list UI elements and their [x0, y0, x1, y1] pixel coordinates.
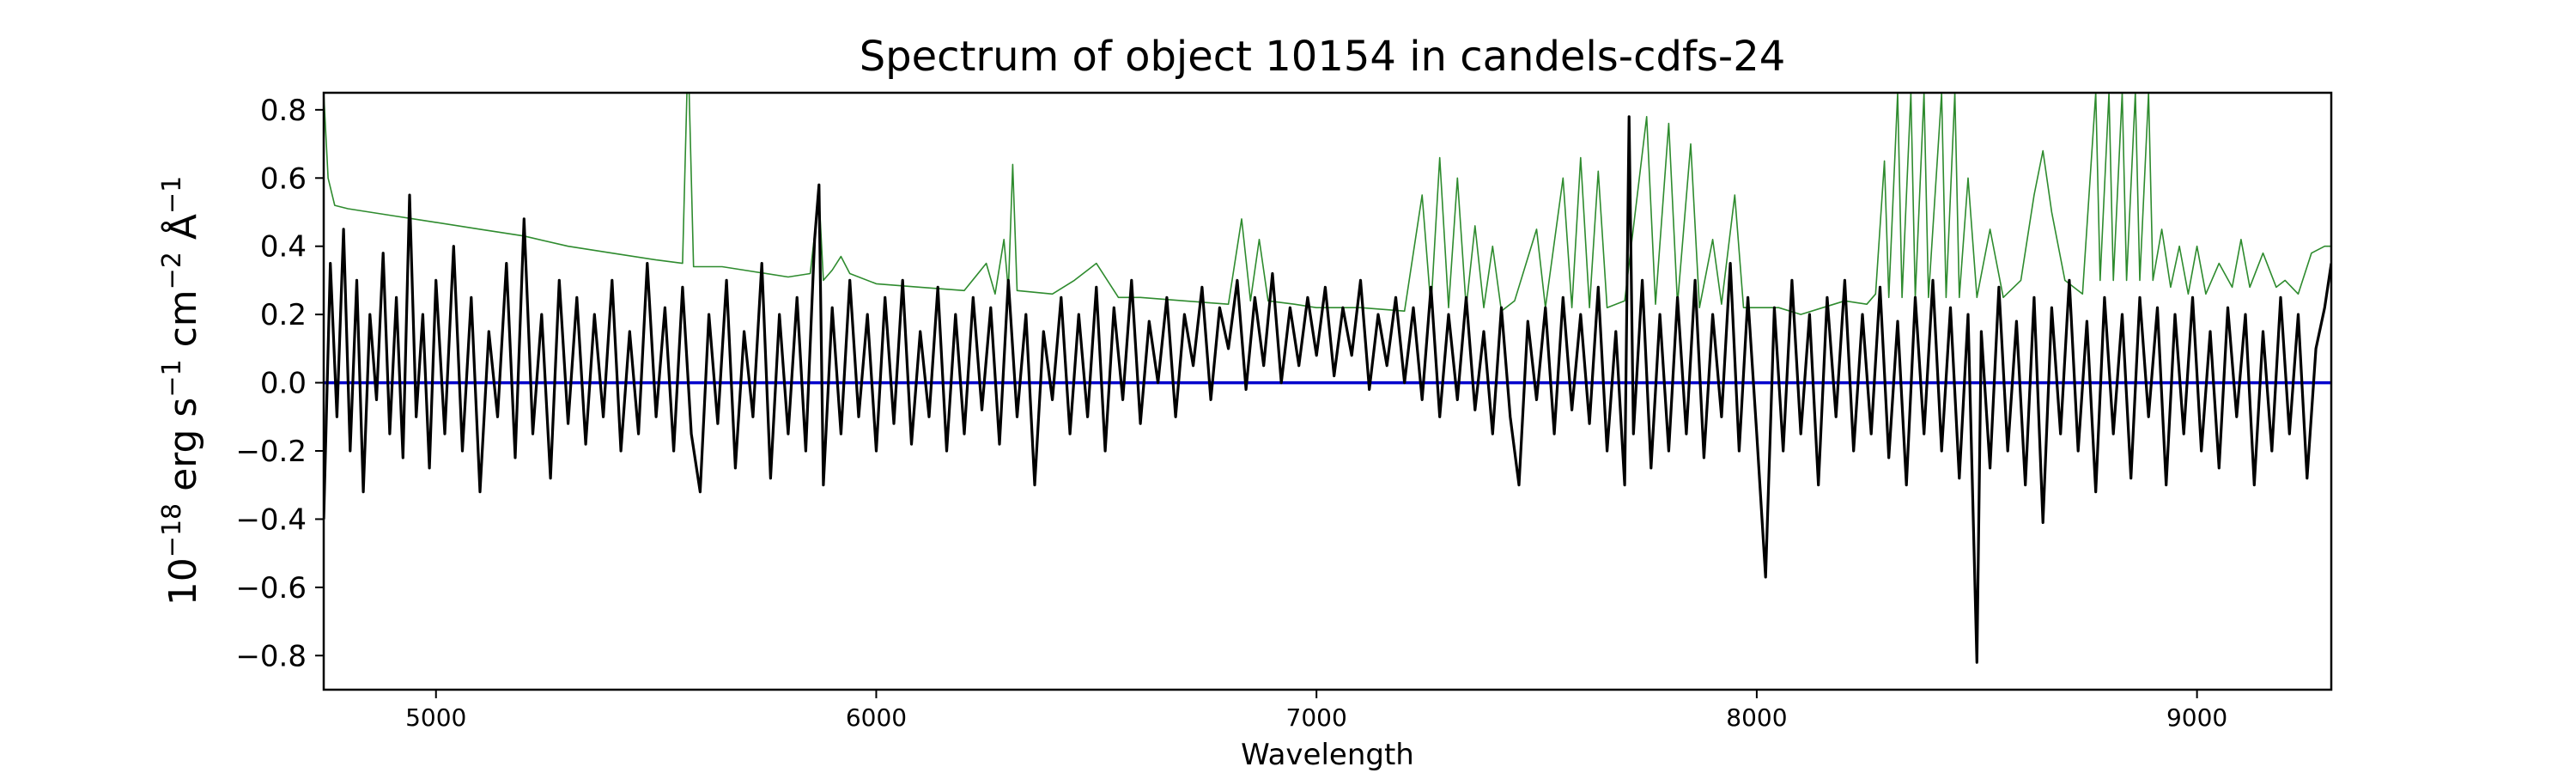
series-line-flux — [324, 115, 2331, 664]
x-tick-label: 6000 — [846, 703, 907, 732]
y-tick-label: 0.4 — [260, 230, 307, 265]
y-tick-label: 0.8 — [260, 94, 307, 128]
chart-title: Spectrum of object 10154 in candels-cdfs… — [860, 33, 1786, 81]
y-tick-label: 0.0 — [260, 367, 307, 401]
y-tick-label: −0.2 — [235, 435, 307, 469]
y-tick-label: −0.8 — [235, 639, 307, 673]
x-tick-label: 8000 — [1726, 703, 1787, 732]
y-tick-label: 0.6 — [260, 161, 307, 196]
x-tick-label: 9000 — [2166, 703, 2227, 732]
x-axis-label: Wavelength — [1241, 738, 1414, 772]
series-line-error — [324, 93, 2331, 315]
x-tick-label: 5000 — [405, 703, 466, 732]
svg-text:10−18 erg s−1 cm−2 Å−1: 10−18 erg s−1 cm−2 Å−1 — [157, 176, 205, 606]
x-axis: 5000 6000 7000 8000 9000 — [405, 690, 2227, 732]
y-axis: −0.8 −0.6 −0.4 −0.2 0.0 0.2 0.4 0.6 0.8 — [235, 94, 324, 673]
y-tick-label: 0.2 — [260, 298, 307, 332]
y-axis-label: 10−18 erg s−1 cm−2 Å−1 — [157, 176, 205, 606]
y-tick-label: −0.4 — [235, 502, 307, 537]
y-tick-label: −0.6 — [235, 571, 307, 606]
plot-frame — [322, 91, 2333, 691]
plot-area — [322, 91, 2333, 691]
x-tick-label: 7000 — [1286, 703, 1347, 732]
